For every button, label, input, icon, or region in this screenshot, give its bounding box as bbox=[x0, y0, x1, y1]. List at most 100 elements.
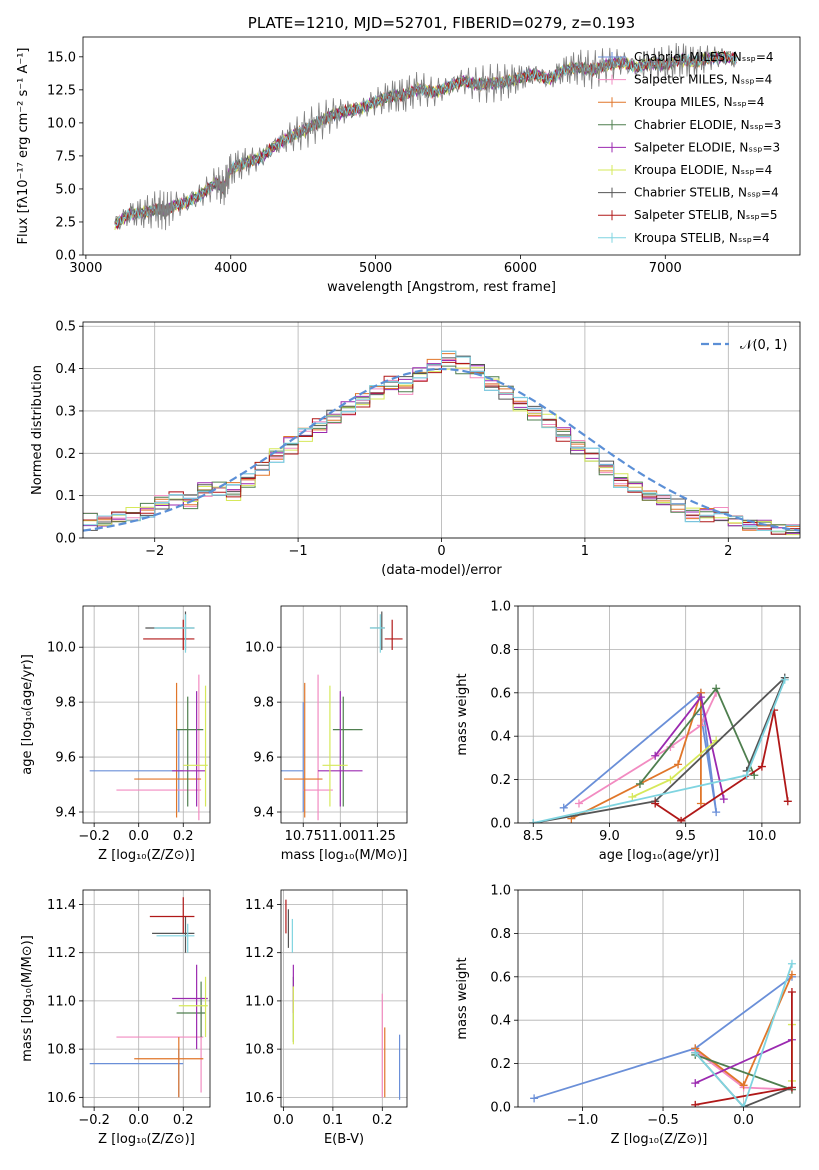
legend-label: 𝒩(0, 1) bbox=[740, 338, 787, 353]
x-tick-label: 0 bbox=[437, 544, 445, 559]
x-axis-label: mass [log₁₀(M/M⊙)] bbox=[281, 848, 408, 863]
normal-curve bbox=[83, 367, 800, 532]
x-tick-label: 0.0 bbox=[128, 829, 149, 844]
panel-1: −2 −1 0 1 2 0.0 0.1 0.2 0.3 0.4 0.5 (data-model)/er… bbox=[30, 320, 801, 578]
x-axis-label: Z [log₁₀(Z/Z⊙)] bbox=[611, 1132, 708, 1147]
y-axis-label: mass weight bbox=[455, 673, 470, 755]
panel-0: 3000 4000 5000 6000 7000 0.0 2.5 5.0 7.5 10.0 12.5… bbox=[16, 14, 801, 295]
y-tick-label: 0.5 bbox=[55, 320, 76, 335]
series-marker bbox=[691, 1079, 700, 1088]
axes-frame bbox=[517, 605, 801, 824]
x-tick-label: 0.0 bbox=[128, 1113, 149, 1128]
legend-label: Kroupa STELIB, Nₛₛₚ=4 bbox=[634, 231, 770, 245]
series-line bbox=[694, 1038, 793, 1084]
y-tick-label: 9.8 bbox=[55, 696, 76, 711]
series-marker bbox=[787, 959, 796, 968]
legend-label: Kroupa MILES, Nₛₛₚ=4 bbox=[634, 95, 764, 109]
axes-frame bbox=[280, 889, 408, 1108]
series-line bbox=[654, 695, 725, 800]
y-tick-label: 11.2 bbox=[245, 946, 274, 961]
y-tick-label: 0.8 bbox=[490, 643, 511, 658]
x-tick-label: −1.0 bbox=[567, 1113, 599, 1128]
series-marker bbox=[757, 762, 766, 771]
x-tick-label: 0.2 bbox=[372, 1113, 393, 1128]
x-axis-label: (data-model)/error bbox=[381, 563, 502, 578]
weight-lines bbox=[529, 673, 792, 823]
panel-5: −0.2 0.0 0.2 10.6 10.8 11.0 11.2 11.4 Z [log₁₀(Z… bbox=[20, 889, 211, 1147]
series-marker bbox=[635, 779, 644, 788]
series-marker bbox=[651, 751, 660, 760]
y-tick-label: 11.0 bbox=[245, 994, 274, 1009]
x-tick-label: 10.0 bbox=[747, 829, 776, 844]
y-tick-label: 9.4 bbox=[253, 806, 274, 821]
x-tick-label: 0.1 bbox=[323, 1113, 344, 1128]
series-line bbox=[694, 963, 793, 1107]
y-axis-label: Flux [fλ10⁻¹⁷ erg cm⁻² s⁻¹ A⁻¹] bbox=[16, 48, 31, 245]
data-spectrum-line bbox=[114, 42, 737, 231]
y-tick-label: 10.0 bbox=[47, 116, 76, 131]
y-axis-label: mass [log₁₀(M/M⊙)] bbox=[20, 935, 35, 1062]
x-axis-label: wavelength [Angstrom, rest frame] bbox=[327, 280, 556, 295]
series-marker bbox=[696, 693, 705, 702]
y-tick-label: 10.0 bbox=[245, 641, 274, 656]
y-tick-label: 0.4 bbox=[490, 730, 511, 745]
x-tick-label: 0.0 bbox=[273, 1113, 294, 1128]
y-tick-label: 9.4 bbox=[55, 806, 76, 821]
y-tick-label: 10.6 bbox=[47, 1091, 76, 1106]
y-tick-label: 10.8 bbox=[47, 1043, 76, 1058]
panel-4: 8.5 9.0 9.5 10.0 0.0 0.2 0.4 0.6 0.8 1.0 age [log₁… bbox=[455, 600, 801, 863]
axes-frame bbox=[280, 605, 408, 824]
y-tick-label: 0.4 bbox=[490, 1014, 511, 1029]
y-tick-label: 0.0 bbox=[490, 817, 511, 832]
x-tick-label: 9.5 bbox=[675, 829, 696, 844]
x-axis-label: Z [log₁₀(Z/Z⊙)] bbox=[98, 848, 195, 863]
series-marker bbox=[628, 792, 637, 801]
series-marker bbox=[691, 1048, 700, 1057]
series-marker bbox=[712, 684, 721, 693]
y-axis-label: mass weight bbox=[455, 957, 470, 1039]
x-tick-label: 10.75 bbox=[285, 829, 322, 844]
legend-label: Kroupa ELODIE, Nₛₛₚ=4 bbox=[634, 163, 772, 177]
series-line bbox=[563, 691, 718, 813]
y-tick-label: 0.3 bbox=[55, 404, 76, 419]
error-bars bbox=[281, 611, 403, 821]
axes-frame bbox=[82, 605, 211, 824]
model-line bbox=[114, 51, 737, 227]
y-tick-label: 0.8 bbox=[490, 927, 511, 942]
y-tick-label: 10.6 bbox=[245, 1091, 274, 1106]
x-axis-label: age [log₁₀(age/yr)] bbox=[599, 848, 720, 863]
x-tick-label: −1 bbox=[289, 544, 308, 559]
y-tick-label: 0.6 bbox=[490, 686, 511, 701]
error-bars bbox=[89, 897, 208, 1098]
y-tick-label: 9.6 bbox=[55, 751, 76, 766]
x-axis-label: E(B-V) bbox=[324, 1132, 364, 1147]
series-marker bbox=[651, 799, 660, 808]
error-bars bbox=[89, 611, 208, 821]
chart-title: PLATE=1210, MJD=52701, FIBERID=0279, z=0… bbox=[248, 14, 635, 32]
legend-label: Chabrier STELIB, Nₛₛₚ=4 bbox=[634, 186, 779, 200]
panel-2: −0.2 0.0 0.2 9.4 9.6 9.8 10.0 Z [log₁₀(Z/Z⊙)] ag… bbox=[20, 605, 211, 863]
y-axis-label: age [log₁₀(age/yr)] bbox=[20, 654, 35, 775]
series-marker bbox=[787, 987, 796, 996]
x-tick-label: 0.2 bbox=[173, 829, 194, 844]
y-tick-label: 0.2 bbox=[490, 773, 511, 788]
y-tick-label: 11.4 bbox=[47, 898, 76, 913]
series-marker bbox=[529, 819, 538, 823]
series-marker bbox=[691, 1100, 700, 1107]
x-tick-label: 0.0 bbox=[733, 1113, 754, 1128]
axes-frame bbox=[82, 889, 211, 1108]
histograms bbox=[83, 350, 800, 536]
series-marker bbox=[783, 797, 792, 806]
spectrum-lines bbox=[114, 42, 737, 231]
series-marker bbox=[739, 1103, 748, 1107]
series-marker bbox=[719, 795, 728, 804]
series-marker bbox=[674, 760, 683, 769]
y-tick-label: 0.1 bbox=[55, 489, 76, 504]
y-tick-label: 15.0 bbox=[47, 50, 76, 65]
series-line bbox=[578, 692, 718, 805]
panel-7: −1.0 −0.5 0.0 0.0 0.2 0.4 0.6 0.8 1.0 Z [log₁₀(Z/… bbox=[455, 884, 801, 1147]
x-tick-label: 9.0 bbox=[599, 829, 620, 844]
axes-frame bbox=[82, 321, 801, 539]
legend: 𝒩(0, 1) bbox=[701, 338, 787, 353]
y-tick-label: 9.8 bbox=[253, 696, 274, 711]
